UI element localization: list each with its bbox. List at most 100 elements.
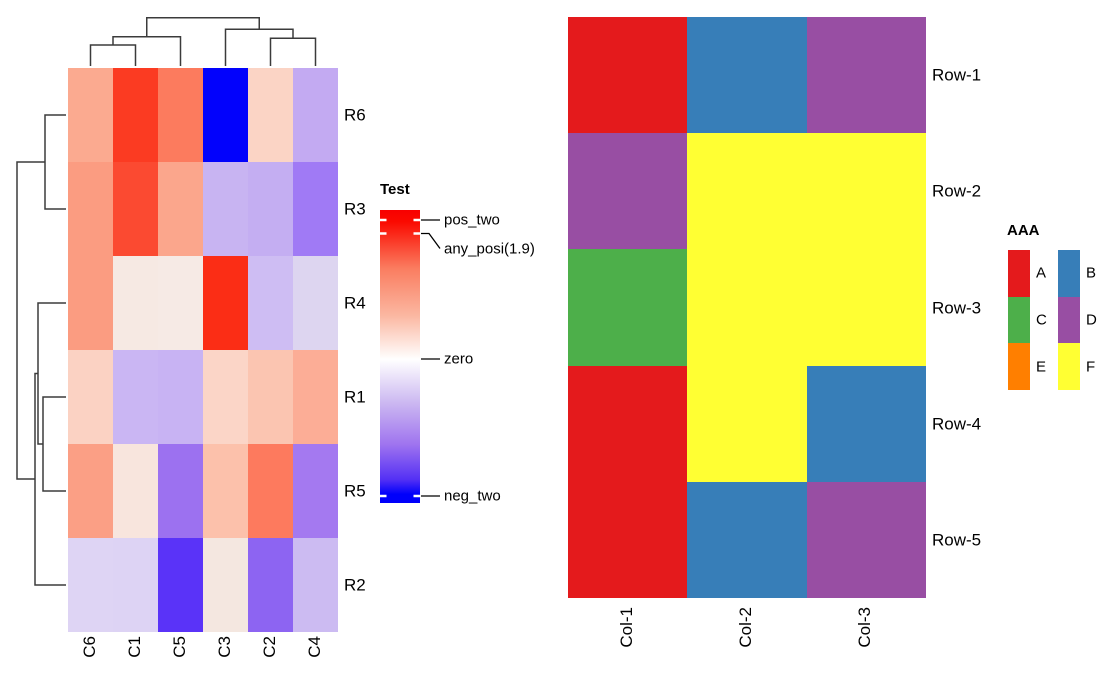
- right-row-label-Row-4: Row-4: [932, 414, 982, 434]
- left-cell-R6-C3: [203, 68, 248, 162]
- right-row-label-Row-3: Row-3: [932, 298, 982, 317]
- legend-test-tick-zero: zero: [444, 350, 474, 368]
- left-row-label-R6: R6: [344, 105, 366, 125]
- right-cell-Row-5-Col-3: [806, 481, 926, 598]
- left-cell-R2-C3: [203, 538, 248, 632]
- left-cell-R3-C2: [248, 162, 293, 256]
- right-cell-Row-3-Col-1: [568, 249, 688, 366]
- row-dendrogram-branch-1: [42, 396, 66, 492]
- right-cell-Row-1-Col-1: [568, 17, 688, 134]
- right-cell-Row-2-Col-3: [806, 133, 926, 250]
- legend-aaa-label-B: B: [1086, 264, 1097, 282]
- right-cell-Row-4-Col-1: [568, 365, 688, 482]
- left-cell-R3-C3: [203, 162, 248, 256]
- left-cell-R1-C3: [203, 350, 248, 444]
- left-col-label-C5: C5: [169, 636, 189, 658]
- left-row-label-R4: R4: [344, 293, 366, 313]
- legend-aaa-label-F: F: [1086, 358, 1096, 376]
- left-cell-R2-C4: [293, 538, 338, 632]
- legend-aaa-label-D: D: [1086, 311, 1097, 329]
- row-dendrogram-branch-4: [16, 161, 45, 480]
- legend-test-tick-neg-two: neg_two: [444, 487, 501, 505]
- left-cell-R6-C1: [113, 68, 158, 162]
- right-cell-Row-3-Col-3: [806, 249, 926, 366]
- left-cell-R5-C5: [158, 444, 203, 538]
- legend-test-tick-any-posi: any_posi(1.9): [444, 240, 535, 258]
- left-cell-R1-C2: [248, 350, 293, 444]
- left-cell-R4-C1: [113, 256, 158, 350]
- left-cell-R3-C6: [68, 162, 113, 256]
- left-cell-R4-C3: [203, 256, 248, 350]
- left-cell-R2-C5: [158, 538, 203, 632]
- left-heatmap-body: [68, 68, 338, 632]
- right-cell-Row-2-Col-1: [568, 133, 688, 250]
- right-col-label-Col-3: Col-3: [855, 607, 875, 648]
- left-cell-R4-C5: [158, 256, 203, 350]
- row-dendrogram-branch-3: [34, 372, 66, 586]
- col-dendrogram-branch-1: [112, 35, 182, 66]
- right-cell-Row-4-Col-2: [687, 365, 807, 482]
- left-cell-R1-C6: [68, 350, 113, 444]
- right-row-label-Row-1: Row-1: [932, 65, 982, 85]
- left-cell-R6-C5: [158, 68, 203, 162]
- right-cell-Row-5-Col-2: [687, 481, 807, 598]
- legend-aaa-label-E: E: [1036, 358, 1047, 376]
- left-row-label-R3: R3: [344, 199, 366, 219]
- legend-aaa-swatch-E: [1008, 343, 1030, 391]
- legend-aaa-swatch-B: [1058, 250, 1080, 297]
- left-cell-R5-C1: [113, 444, 158, 538]
- left-cell-R6-C4: [293, 68, 338, 162]
- legend-aaa-swatch-F: [1058, 343, 1080, 391]
- left-cell-R5-C6: [68, 444, 113, 538]
- right-row-label-Row-2: Row-2: [932, 181, 982, 201]
- left-cell-R4-C2: [248, 256, 293, 350]
- left-col-label-C6: C6: [79, 636, 99, 658]
- right-cell-Row-3-Col-2: [687, 249, 807, 366]
- right-cell-Row-1-Col-3: [806, 17, 926, 134]
- col-dendrogram-branch-3: [224, 28, 294, 66]
- right-col-label-Col-2: Col-2: [736, 607, 755, 648]
- legend-aaa-swatch-C: [1008, 296, 1030, 344]
- right-cell-Row-1-Col-2: [687, 17, 807, 134]
- left-col-label-C4: C4: [304, 636, 324, 658]
- right-col-label-Col-1: Col-1: [616, 607, 636, 648]
- left-cell-R5-C2: [248, 444, 293, 538]
- legend-test-tick-pos-two: pos_two: [444, 211, 500, 229]
- left-cell-R5-C4: [293, 444, 338, 538]
- left-cell-R6-C6: [68, 68, 113, 162]
- left-cell-R3-C1: [113, 162, 158, 256]
- left-cell-R4-C4: [293, 256, 338, 350]
- left-cell-R1-C5: [158, 350, 203, 444]
- legend-test-title: Test: [380, 181, 410, 198]
- left-col-label-C3: C3: [214, 636, 234, 658]
- left-cell-R3-C4: [293, 162, 338, 256]
- legend-aaa-swatch-D: [1058, 296, 1080, 344]
- right-cell-Row-2-Col-2: [687, 133, 807, 250]
- left-cell-R1-C1: [113, 350, 158, 444]
- right-heatmap-body: [568, 17, 926, 598]
- right-cell-Row-5-Col-1: [568, 481, 688, 598]
- left-cell-R1-C4: [293, 350, 338, 444]
- left-cell-R2-C6: [68, 538, 113, 632]
- left-row-label-R5: R5: [344, 481, 366, 501]
- left-cell-R2-C2: [248, 538, 293, 632]
- col-dendrogram-branch-2: [269, 37, 317, 66]
- left-row-label-R1: R1: [344, 387, 366, 407]
- right-cell-Row-4-Col-3: [806, 365, 926, 482]
- right-row-label-Row-5: Row-5: [932, 530, 982, 550]
- legend-test-colorbar: [380, 210, 420, 503]
- legend-aaa-swatch-A: [1008, 250, 1030, 297]
- col-dendrogram-branch-4: [146, 16, 260, 37]
- row-dendrogram-branch-2: [37, 302, 66, 445]
- col-dendrogram-branch-0: [89, 44, 137, 66]
- left-cell-R2-C1: [113, 538, 158, 632]
- legend-aaa-label-A: A: [1036, 264, 1047, 282]
- left-cell-R4-C6: [68, 256, 113, 350]
- left-cell-R6-C2: [248, 68, 293, 162]
- left-row-label-R2: R2: [344, 575, 366, 595]
- row-dendrogram-branch-0: [44, 114, 66, 210]
- left-cell-R5-C3: [203, 444, 248, 538]
- left-cell-R3-C5: [158, 162, 203, 256]
- legend-aaa-title: AAA: [1007, 222, 1040, 239]
